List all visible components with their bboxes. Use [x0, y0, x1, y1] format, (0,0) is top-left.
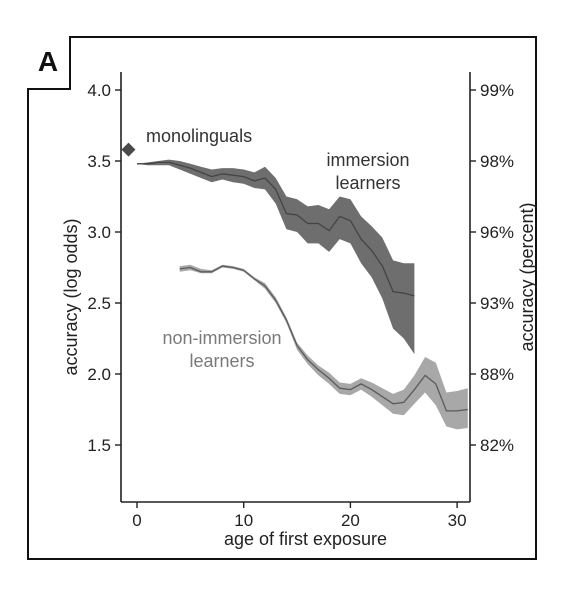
right-tick-label: 98%	[480, 152, 514, 171]
y-axis-title: accuracy (log odds)	[61, 218, 81, 375]
monolinguals-label: monolinguals	[146, 126, 252, 146]
panel-label: A	[37, 46, 59, 77]
y-tick-label: 2.5	[87, 294, 111, 313]
annotation-non-immersion-line2: learners	[189, 351, 254, 371]
x-tick-label: 0	[132, 511, 141, 530]
right-tick-label: 99%	[480, 81, 514, 100]
y-tick-label: 1.5	[87, 436, 111, 455]
annotation-non-immersion-line1: non-immersion	[162, 328, 281, 348]
x-tick-label: 10	[234, 511, 253, 530]
x-axis-title: age of first exposure	[224, 529, 387, 549]
y-tick-label: 4.0	[87, 81, 111, 100]
figure-frame	[27, 36, 537, 560]
right-tick-label: 88%	[480, 365, 514, 384]
y-axis-title-right: accuracy (percent)	[517, 202, 537, 351]
series-line-non-immersion	[179, 265, 468, 412]
y-tick-label: 2.0	[87, 365, 111, 384]
confidence-band-immersion	[137, 159, 415, 355]
right-tick-label: 82%	[480, 436, 514, 455]
annotation-immersion-line2: learners	[335, 173, 400, 193]
y-tick-label: 3.0	[87, 223, 111, 242]
x-tick-label: 30	[448, 511, 467, 530]
right-tick-label: 96%	[480, 223, 514, 242]
annotation-immersion-line1: immersion	[326, 150, 409, 170]
x-tick-label: 20	[341, 511, 360, 530]
series-line-immersion	[137, 161, 415, 297]
right-tick-label: 93%	[480, 294, 514, 313]
panel-label-box: A	[27, 36, 71, 90]
monolinguals-marker	[121, 142, 136, 157]
y-tick-label: 3.5	[87, 152, 111, 171]
